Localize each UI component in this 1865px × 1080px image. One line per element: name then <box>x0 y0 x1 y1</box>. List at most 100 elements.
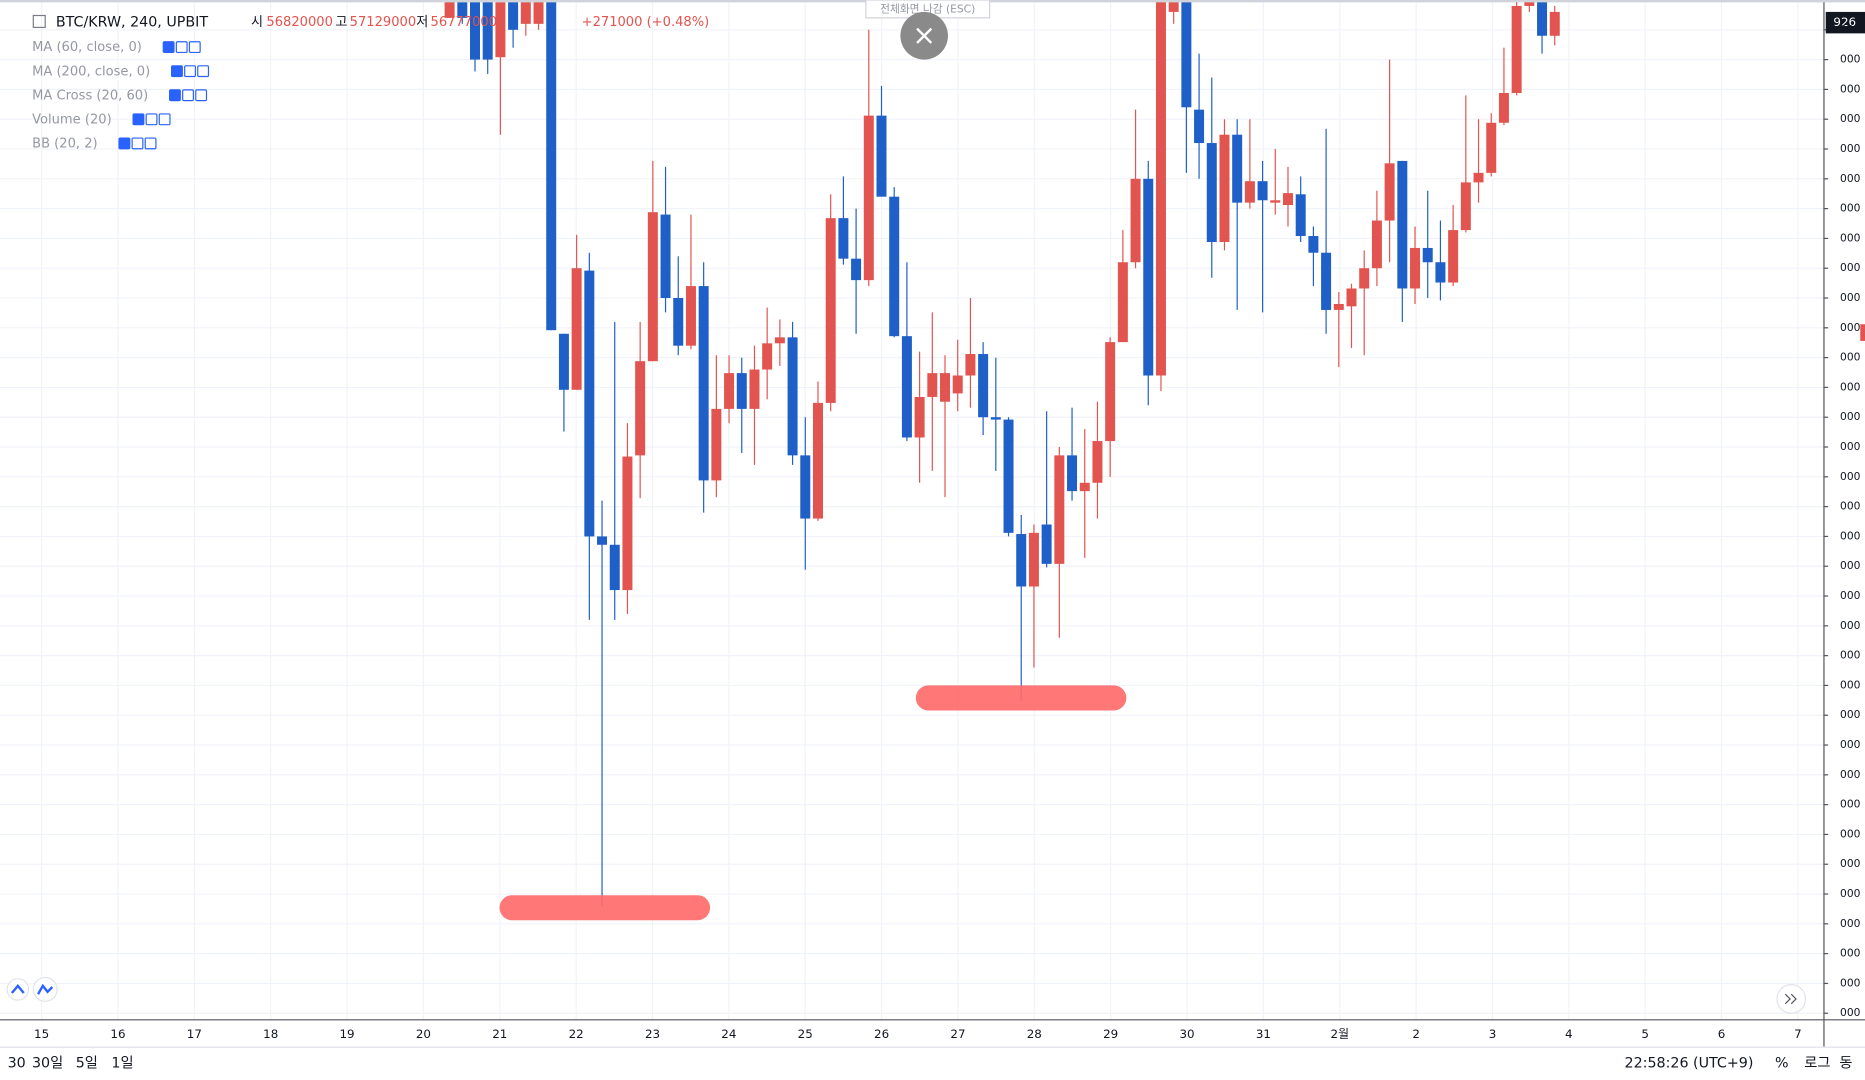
y-tick-label: 000 <box>1840 559 1861 572</box>
bottom-bar <box>0 1047 1865 1080</box>
indicator-button[interactable] <box>132 113 145 126</box>
y-tick-label: 000 <box>1840 529 1861 542</box>
y-tick-label: 000 <box>1840 976 1861 989</box>
candle-body <box>851 258 862 281</box>
candle-body <box>1016 534 1027 587</box>
highlight <box>499 895 711 921</box>
indicator-button[interactable] <box>144 137 157 150</box>
x-tick-label: 28 <box>1027 1027 1042 1041</box>
percent-toggle[interactable]: % <box>1775 1055 1789 1071</box>
candle-body <box>1168 0 1179 12</box>
candle-body <box>927 373 938 397</box>
indicator-button[interactable] <box>169 89 181 102</box>
collapse-icon[interactable] <box>32 14 46 29</box>
candle-body <box>558 333 569 390</box>
candle-body <box>1537 0 1548 36</box>
y-tick-label: 000 <box>1840 261 1861 274</box>
scroll-icon <box>1784 993 1797 1005</box>
candle-body <box>787 337 798 456</box>
indicator-button[interactable] <box>158 113 171 126</box>
candle-body <box>711 408 722 481</box>
y-tick-label: 000 <box>1840 738 1861 751</box>
y-tick-label: 000 <box>1840 589 1861 602</box>
y-tick-label: 000 <box>1840 202 1861 215</box>
indicator[interactable]: MA (60, close, 0) <box>32 40 142 55</box>
price-tag-box <box>1825 11 1865 34</box>
candle-body <box>1346 288 1357 307</box>
x-tick-label: 2월 <box>1331 1027 1349 1041</box>
candle-body <box>508 0 519 30</box>
candle-body <box>1359 268 1370 289</box>
indicator-button[interactable] <box>118 137 131 150</box>
low-value: 56777000 <box>431 15 498 30</box>
candle-body <box>965 354 976 376</box>
candle-body <box>1371 220 1382 269</box>
x-tick-label: 29 <box>1103 1027 1118 1041</box>
y-tick-label: 000 <box>1840 231 1861 244</box>
indicator-button[interactable] <box>197 65 210 78</box>
candle-body <box>609 544 620 591</box>
candle-body <box>1549 11 1560 36</box>
candle-body <box>495 0 506 58</box>
indicator-button[interactable] <box>162 41 175 54</box>
candle-body <box>482 0 493 60</box>
x-tick-label: 4 <box>1565 1027 1573 1041</box>
indicator-button[interactable] <box>195 89 208 102</box>
indicator[interactable]: Volume (20) <box>32 112 112 127</box>
hint-text: 전체화면 나감 (ESC) <box>880 3 975 16</box>
x-tick-label: 30 <box>1179 1027 1194 1041</box>
candle-body <box>1511 5 1522 93</box>
indicator[interactable]: BB (20, 2) <box>32 136 98 151</box>
y-tick-label: 000 <box>1840 23 1861 36</box>
indicator-button[interactable] <box>175 41 188 54</box>
candle-body <box>597 536 608 545</box>
candle-body <box>1232 134 1243 203</box>
indicator-button[interactable] <box>182 89 194 102</box>
indicator[interactable]: MA Cross (20, 60) <box>32 88 148 103</box>
y-tick-label: 000 <box>1840 351 1861 364</box>
indicator-button[interactable] <box>188 41 201 54</box>
x-tick-label: 20 <box>416 1027 431 1041</box>
range-button[interactable]: 5일 <box>76 1054 98 1071</box>
candle-body <box>635 361 646 456</box>
candle-body <box>1206 143 1217 242</box>
candle-body <box>889 196 900 337</box>
candle-body <box>1448 230 1459 283</box>
scroll-button[interactable] <box>1776 984 1807 1014</box>
candle-body <box>673 298 684 346</box>
candle-body <box>863 115 874 281</box>
range-button[interactable]: 30일 <box>32 1054 63 1071</box>
price-marker <box>1860 324 1865 341</box>
indicator-button[interactable] <box>184 65 196 78</box>
tool-icon <box>10 983 54 995</box>
candle-body <box>749 369 760 409</box>
fullscreen-overlay: 전체화면 나감 (ESC) <box>865 0 991 60</box>
candle-body <box>1435 262 1446 283</box>
range-button[interactable]: 1일 <box>111 1054 133 1071</box>
indicator-button[interactable] <box>145 113 158 126</box>
range-button[interactable]: 30 <box>8 1055 26 1071</box>
y-tick-label: 000 <box>1840 1006 1861 1019</box>
tool-button[interactable] <box>6 978 30 1001</box>
indicator-button[interactable] <box>131 137 144 150</box>
candle-body <box>1308 236 1319 253</box>
auto-toggle[interactable]: 동 <box>1839 1055 1852 1071</box>
x-tick-label: 26 <box>874 1027 889 1041</box>
symbol[interactable]: BTC/KRW, 240, UPBIT <box>56 15 208 31</box>
x-tick-label: 25 <box>798 1027 813 1041</box>
highlight <box>915 685 1127 711</box>
indicator[interactable]: MA (200, close, 0) <box>32 64 150 79</box>
candle-body <box>1105 342 1116 442</box>
candle-body <box>952 375 963 394</box>
y-tick-label: 000 <box>1840 291 1861 304</box>
y-tick-label: 000 <box>1840 887 1861 900</box>
y-tick-label: 000 <box>1840 500 1861 513</box>
high-value: 57129000 <box>350 15 417 30</box>
log-toggle[interactable]: 로그 <box>1804 1055 1830 1071</box>
indicator-button[interactable] <box>171 65 183 78</box>
grid <box>0 0 1829 1020</box>
candle-body <box>1181 0 1192 108</box>
x-tick-label: 16 <box>110 1027 125 1041</box>
